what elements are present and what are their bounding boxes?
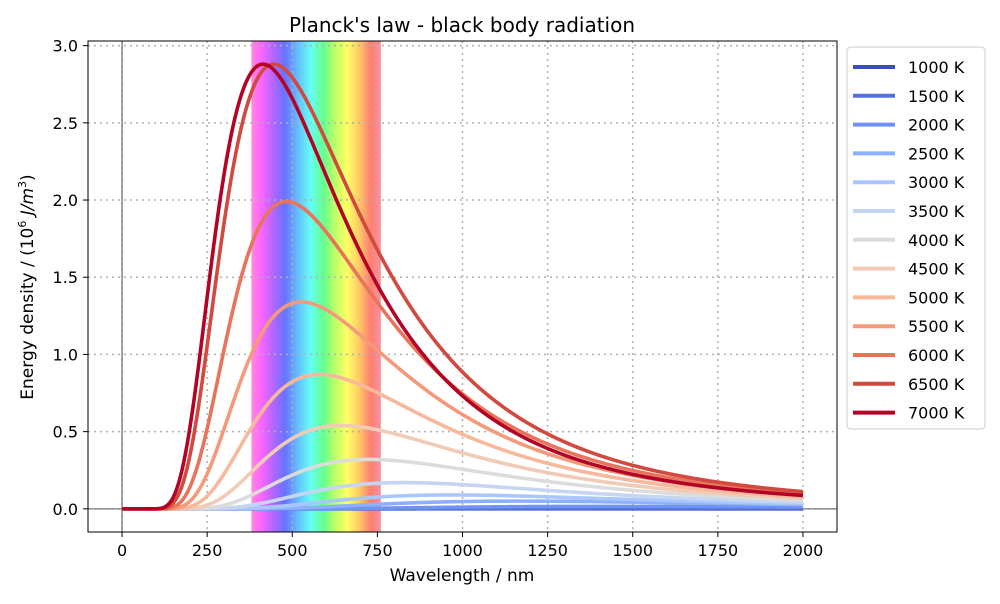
x-tick-label: 750 [362, 541, 393, 560]
y-tick-label: 2.0 [53, 191, 78, 210]
x-tick-label: 500 [277, 541, 308, 560]
x-tick-label: 2000 [783, 541, 824, 560]
legend: 1000 K 1500 K 2000 K 2500 K 3000 K 3500 K 4000… [847, 47, 985, 429]
y-axis-title-exp1: 6 [16, 221, 29, 228]
legend-label-4000k: 4000 K [908, 231, 965, 250]
chart-title: Planck's law - black body radiation [289, 13, 635, 37]
y-tick-label: 3.0 [53, 37, 78, 56]
legend-label-5000k: 5000 K [908, 288, 965, 307]
y-axis-title-suffix: ) [18, 174, 38, 181]
legend-label-7000k: 7000 K [908, 404, 965, 423]
legend-label-2000k: 2000 K [908, 116, 965, 135]
legend-label-3000k: 3000 K [908, 173, 965, 192]
y-axis-title: Energy density / (106 J/m3) [16, 174, 38, 399]
y-axis-title-prefix: Energy density / (10 [18, 228, 38, 400]
legend-label-4500k: 4500 K [908, 260, 965, 279]
legend-label-5500k: 5500 K [908, 317, 965, 336]
x-tick-label: 1500 [612, 541, 653, 560]
y-tick-label: 1.5 [53, 268, 78, 287]
y-tick-label: 2.5 [53, 114, 78, 133]
x-tick-label: 250 [192, 541, 223, 560]
legend-label-6000k: 6000 K [908, 346, 965, 365]
y-axis-ticks: 0.0 0.5 1.0 1.5 2.0 2.5 3.0 [53, 37, 88, 519]
x-tick-label: 0 [117, 541, 127, 560]
legend-label-2500k: 2500 K [908, 144, 965, 163]
y-tick-label: 0.0 [53, 500, 78, 519]
legend-label-3500k: 3500 K [908, 202, 965, 221]
legend-label-1000k: 1000 K [908, 58, 965, 77]
x-tick-label: 1750 [697, 541, 738, 560]
x-tick-label: 1000 [442, 541, 483, 560]
y-axis-title-mid: J/m [18, 188, 38, 221]
legend-label-1500k: 1500 K [908, 87, 965, 106]
x-tick-label: 1250 [527, 541, 568, 560]
legend-label-6500k: 6500 K [908, 375, 965, 394]
y-axis-title-exp2: 3 [16, 181, 29, 188]
y-tick-label: 1.0 [53, 345, 78, 364]
y-tick-label: 0.5 [53, 423, 78, 442]
x-axis-title: Wavelength / nm [390, 566, 535, 586]
x-axis-ticks: 0 250 500 750 1000 1250 1500 1750 2000 [117, 532, 823, 560]
